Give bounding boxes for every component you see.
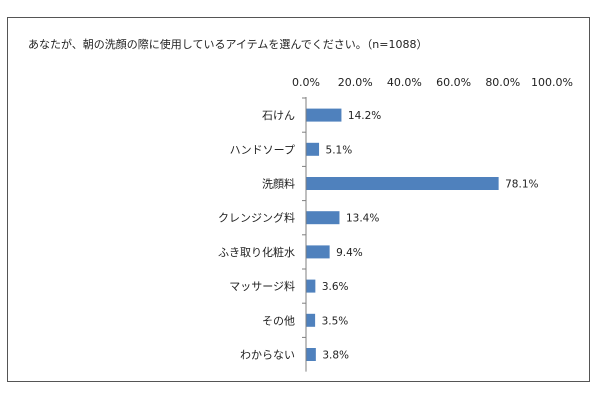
bar <box>306 211 340 225</box>
data-label: 5.1% <box>326 144 353 156</box>
bar <box>306 108 342 122</box>
category-label: 洗顔料 <box>262 177 295 191</box>
bar <box>306 279 316 293</box>
category-label: ふき取り化粧水 <box>218 245 295 259</box>
data-label: 13.4% <box>346 213 379 225</box>
x-tick-label: 80.0% <box>485 76 520 89</box>
category-label: クレンジング料 <box>218 211 295 225</box>
bar <box>306 142 320 156</box>
chart-frame <box>7 17 590 382</box>
data-label: 14.2% <box>348 110 381 122</box>
data-label: 3.5% <box>322 315 349 327</box>
category-label: その他 <box>262 314 295 327</box>
data-label: 78.1% <box>505 179 538 191</box>
x-tick-label: 60.0% <box>436 76 471 89</box>
category-label: マッサージ料 <box>229 279 295 293</box>
bar <box>306 245 330 259</box>
x-tick-label: 100.0% <box>531 76 573 89</box>
x-tick-label: 20.0% <box>338 76 373 89</box>
data-label: 3.8% <box>322 350 349 362</box>
chart-title: あなたが、朝の洗顔の際に使用しているアイテムを選んでください。（n=1088） <box>28 38 428 51</box>
data-label: 3.6% <box>322 281 349 293</box>
x-tick-label: 0.0% <box>292 76 320 89</box>
category-label: わからない <box>240 349 295 362</box>
bar <box>306 313 316 327</box>
data-label: 9.4% <box>336 247 363 259</box>
x-tick-label: 40.0% <box>387 76 422 89</box>
bar <box>306 348 316 361</box>
category-label: ハンドソープ <box>230 143 295 156</box>
bar <box>306 177 499 190</box>
category-label: 石けん <box>262 109 295 122</box>
